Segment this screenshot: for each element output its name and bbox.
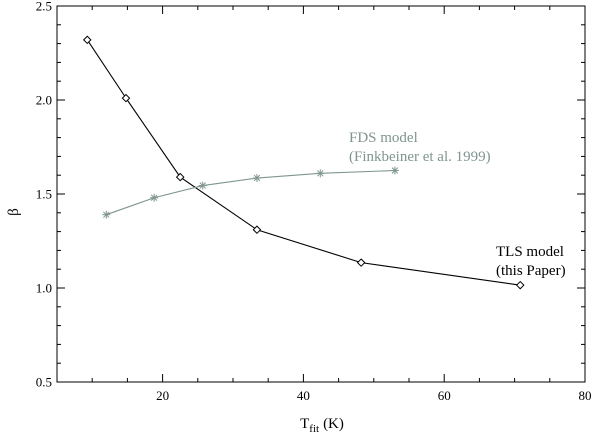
y-tick-label: 2.5	[36, 0, 52, 14]
tls-point	[356, 258, 366, 267]
fds-point	[150, 193, 159, 202]
fds-annotation-line-1: FDS model	[349, 130, 418, 146]
fds-point	[316, 169, 325, 178]
tls-point	[175, 172, 185, 182]
ticks-layer: 20 40 60 80 0.5 1.0 1.5 2.0 2.5	[36, 0, 592, 403]
fds-point	[102, 210, 111, 219]
x-axis-title-unit: (K)	[323, 416, 344, 432]
x-tick-label: 40	[297, 388, 310, 403]
tls-annotation-line-1: TLS model	[496, 244, 564, 260]
tls-point	[515, 280, 525, 290]
tls-point	[121, 93, 131, 103]
y-tick-label: 1.5	[36, 187, 52, 202]
y-tick-label: 0.5	[36, 375, 52, 390]
fds-point-stroke	[253, 174, 261, 182]
x-axis-title-main: T	[300, 416, 309, 432]
tls-point	[252, 225, 262, 235]
x-tick-label: 20	[156, 388, 169, 403]
fds-point-stroke	[103, 211, 110, 218]
x-tick-label: 60	[438, 388, 451, 403]
x-axis-title: Tfit (K)	[300, 416, 344, 435]
fds-point-stroke	[199, 182, 206, 189]
plot-frame	[56, 5, 586, 383]
y-tick-label: 2.0	[36, 93, 52, 108]
tls-annotation-line-2: (this Paper)	[496, 263, 566, 279]
x-axis-title-subscript: fit	[309, 423, 319, 435]
tls-line	[86, 39, 521, 286]
tls-point	[82, 35, 92, 45]
fds-point	[390, 166, 399, 175]
x-tick-label: 80	[579, 388, 592, 403]
y-axis-title: β	[6, 208, 22, 216]
y-tick-label: 1.0	[36, 281, 52, 296]
fds-point-stroke	[391, 167, 399, 174]
fds-point	[198, 181, 207, 190]
fds-point-stroke	[317, 170, 324, 177]
series-layer	[82, 35, 525, 290]
fds-point	[252, 174, 261, 183]
fds-line	[106, 169, 395, 216]
fds-point-stroke	[150, 194, 158, 201]
fds-annotation-line-2: (Finkbeiner et al. 1999)	[349, 149, 491, 165]
